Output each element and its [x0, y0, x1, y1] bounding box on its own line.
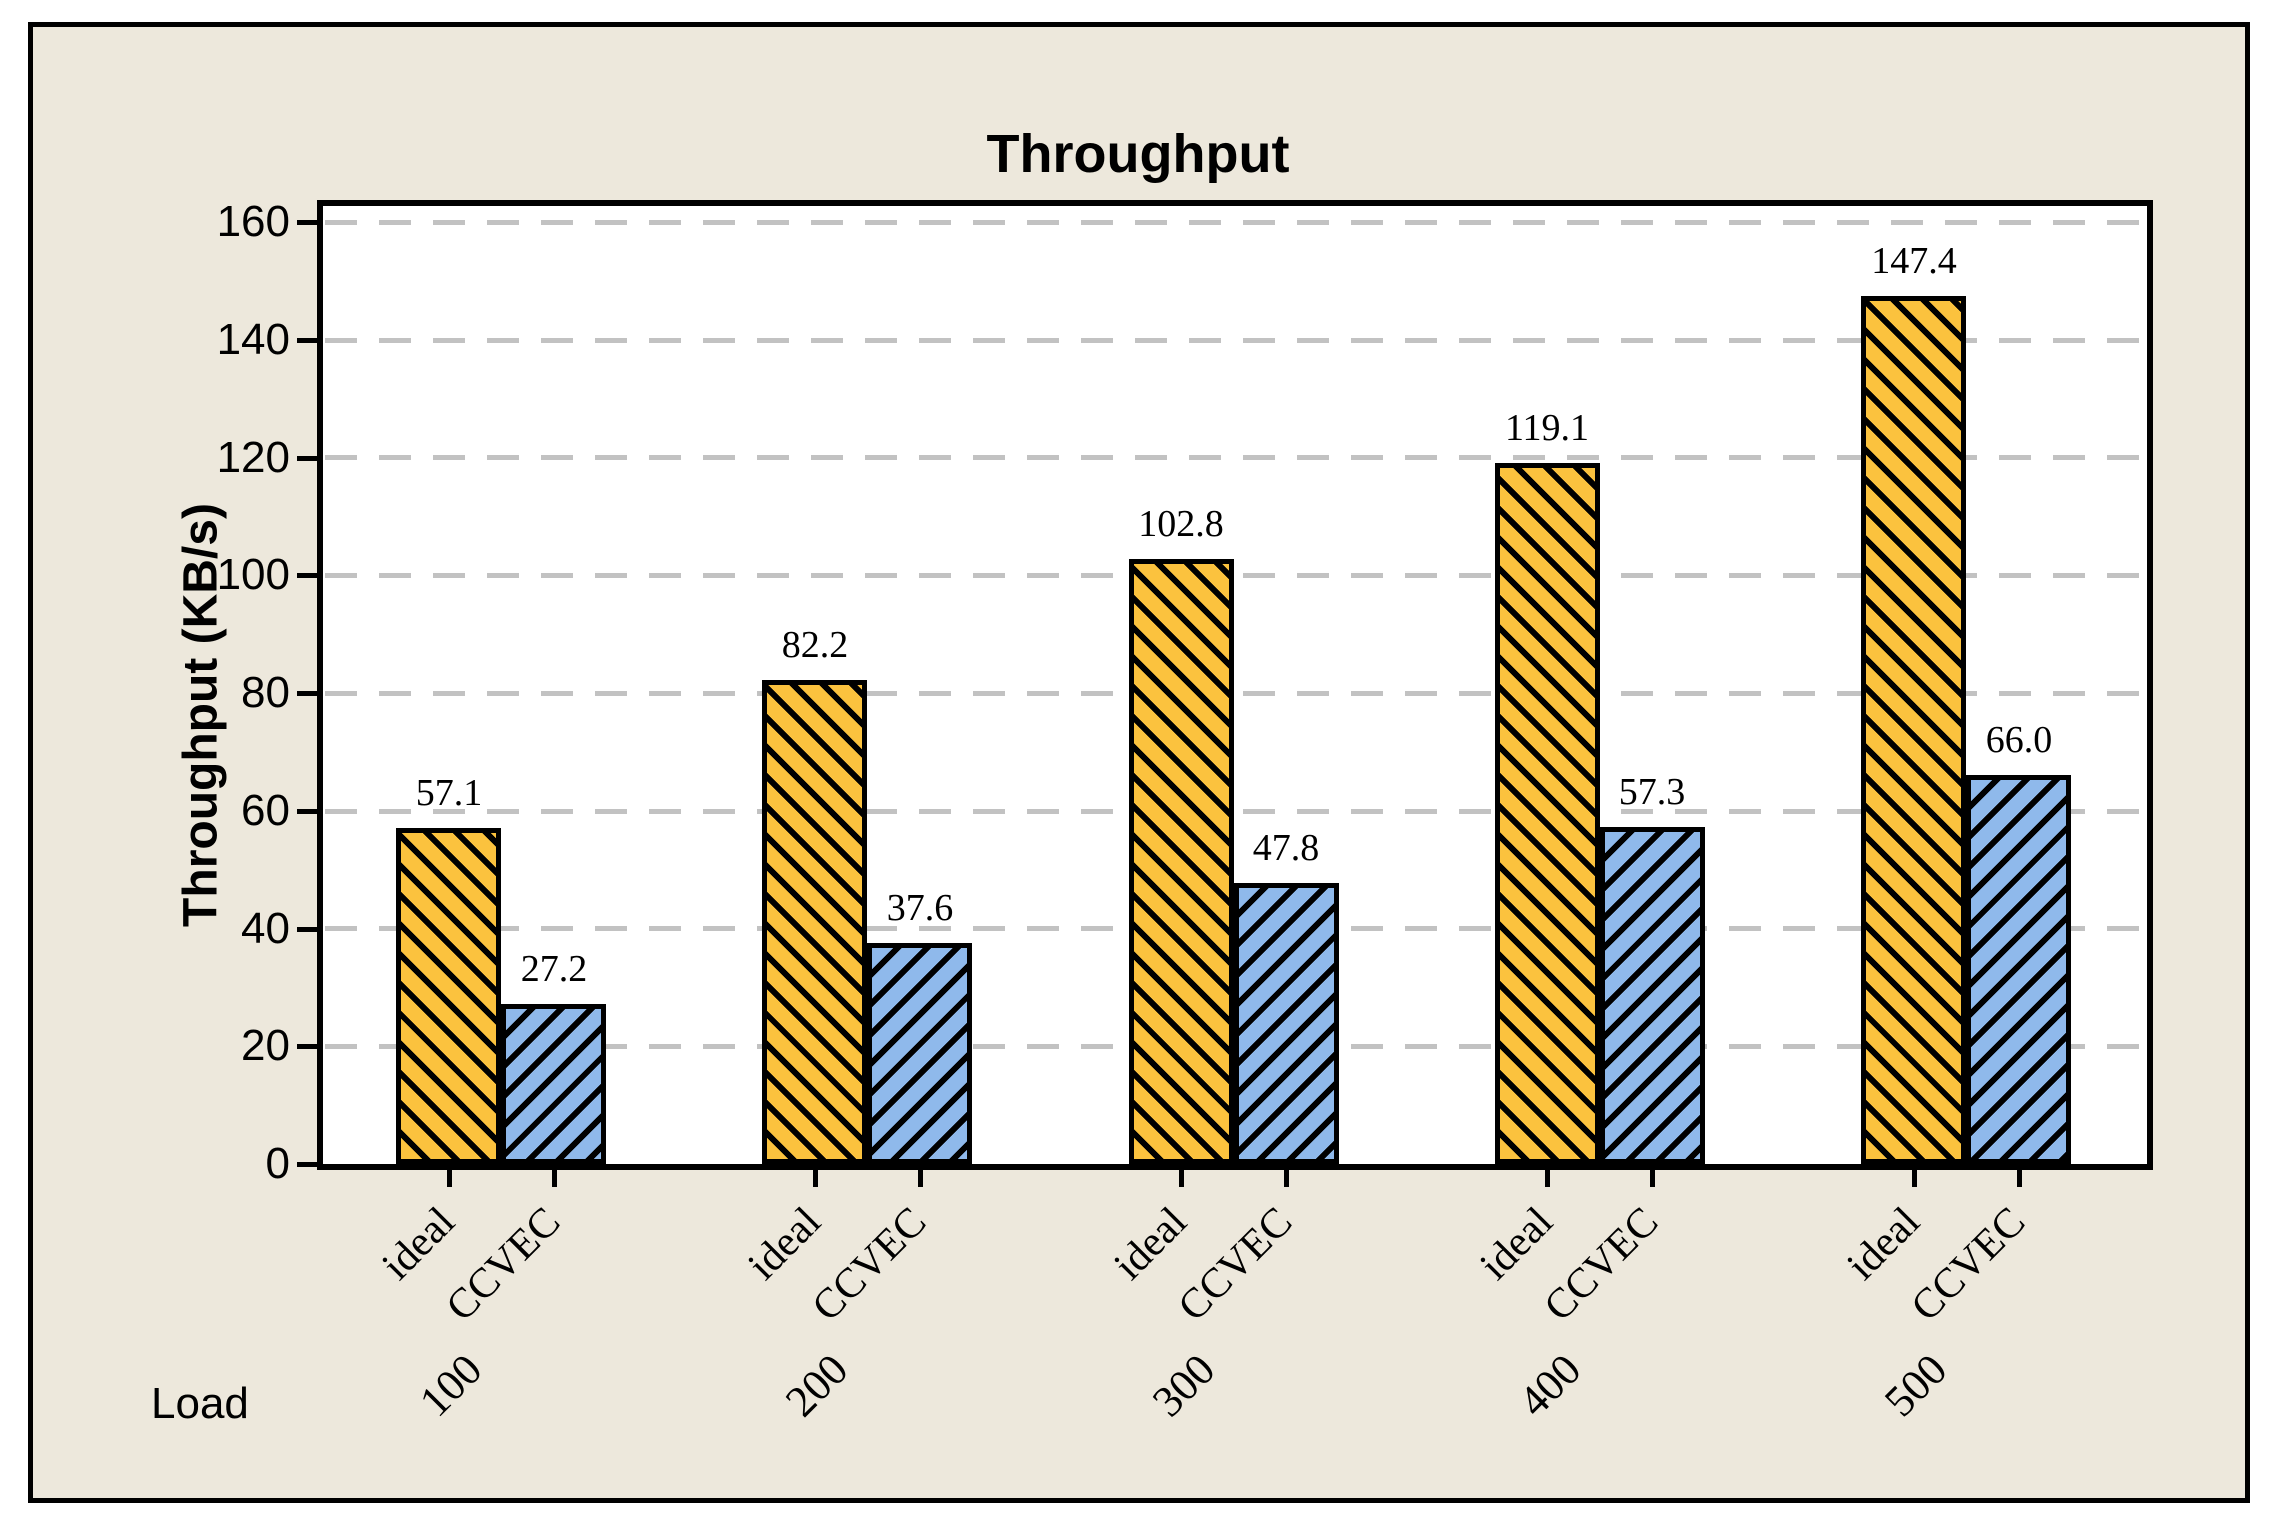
- bar-value-label: 82.2: [781, 624, 849, 666]
- bar-ccvec-100: [501, 1004, 606, 1164]
- gridline-120: [325, 455, 2141, 460]
- x-axis-row-label: Load: [151, 1379, 249, 1428]
- bar-value-label: 119.1: [1504, 407, 1590, 449]
- bar-ccvec-400: [1600, 827, 1705, 1164]
- gridline-160: [325, 220, 2141, 225]
- bar-ideal-500: [1861, 296, 1966, 1164]
- bar-value-label: 147.4: [1871, 240, 1957, 282]
- chart-title: Throughput: [986, 124, 1290, 184]
- bar-ccvec-200: [867, 943, 972, 1164]
- bar-value-label: 37.6: [886, 887, 954, 929]
- y-axis-title: Throughput (KB/s): [174, 503, 228, 927]
- bar-ideal-100: [396, 828, 501, 1164]
- bar-value-label: 57.1: [415, 772, 483, 814]
- bar-value-label: 57.3: [1618, 771, 1686, 813]
- bar-value-label: 47.8: [1252, 827, 1320, 869]
- bar-ideal-400: [1495, 463, 1600, 1164]
- bar-ideal-300: [1129, 559, 1234, 1164]
- bar-value-label: 27.2: [520, 948, 588, 990]
- bar-ccvec-300: [1234, 883, 1339, 1164]
- gridline-140: [325, 338, 2141, 343]
- bar-ccvec-500: [1966, 775, 2071, 1164]
- bar-ideal-200: [762, 680, 867, 1164]
- plot-area: 57.1 27.2 82.2 37.6 102.8 47.8 119.1 57.3 147.4 6…: [317, 200, 2153, 1170]
- bar-value-label: 102.8: [1138, 503, 1224, 545]
- bar-value-label: 66.0: [1985, 719, 2053, 761]
